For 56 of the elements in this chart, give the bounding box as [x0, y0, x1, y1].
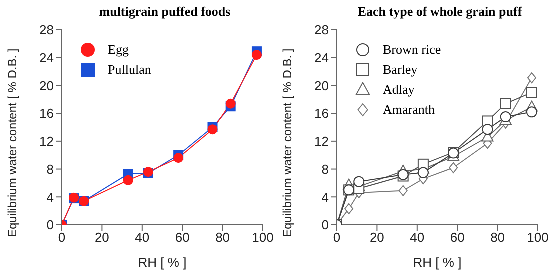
y-axis-title: Equilibrium water content [ % D.B. ]: [5, 48, 20, 238]
y-tick-label: 16: [40, 106, 54, 122]
point: [123, 175, 134, 186]
y-tick-label: 20: [40, 78, 54, 94]
x-tick-label: 80: [216, 230, 230, 246]
point: [482, 124, 494, 136]
y-tick-label: 4: [322, 190, 329, 205]
y-tick-label: 0: [46, 218, 54, 233]
legend-label: Egg: [108, 42, 129, 58]
y-tick-label: 24: [40, 50, 54, 66]
point: [526, 87, 538, 98]
legend-label: Amaranth: [383, 102, 435, 118]
point: [226, 98, 236, 109]
legend-label: Pullulan: [108, 62, 152, 78]
point: [344, 203, 354, 214]
point: [174, 153, 184, 164]
x-tick-label: 100: [527, 230, 549, 246]
point: [500, 98, 512, 110]
x-tick-label: 60: [450, 230, 465, 246]
y-tick-label: 20: [314, 78, 329, 94]
x-axis-title: RH [ % ]: [138, 255, 187, 270]
x-tick-label: 40: [135, 230, 150, 246]
point: [526, 106, 538, 118]
y-tick-label: 28: [40, 22, 54, 38]
y-tick-label: 8: [322, 162, 329, 177]
x-tick-label: 100: [252, 230, 274, 246]
point: [449, 162, 458, 174]
y-axis-title: Equilibrium water content [ % D.B. ]: [280, 48, 294, 238]
y-tick-label: 16: [314, 106, 329, 122]
x-tick-label: 60: [175, 230, 190, 246]
point: [500, 112, 512, 123]
point: [418, 167, 429, 178]
point: [354, 176, 365, 188]
point: [527, 72, 536, 84]
y-tick-label: 0: [322, 218, 329, 233]
legend-label: Brown rice: [383, 42, 442, 58]
point: [252, 50, 262, 60]
y-tick-label: 12: [40, 134, 54, 150]
y-tick-label: 8: [46, 162, 54, 177]
x-tick-label: 0: [58, 230, 66, 246]
chart-title: multigrain puffed foods: [98, 4, 232, 20]
point: [208, 124, 218, 135]
y-tick-label: 12: [314, 134, 329, 150]
x-tick-label: 80: [490, 230, 506, 246]
x-tick-label: 0: [333, 230, 341, 246]
point: [398, 185, 408, 196]
x-tick-label: 20: [94, 230, 110, 246]
y-tick-label: 24: [314, 50, 329, 66]
chart-title: Each type of whole grain puff: [356, 4, 524, 20]
legend-label: Barley: [383, 62, 418, 78]
x-tick-label: 40: [410, 230, 425, 246]
y-tick-label: 28: [314, 22, 329, 38]
legend-label: Adlay: [383, 82, 415, 98]
y-tick-label: 4: [46, 190, 54, 205]
x-axis-title: RH [ % ]: [413, 255, 462, 270]
x-tick-label: 20: [370, 230, 384, 246]
